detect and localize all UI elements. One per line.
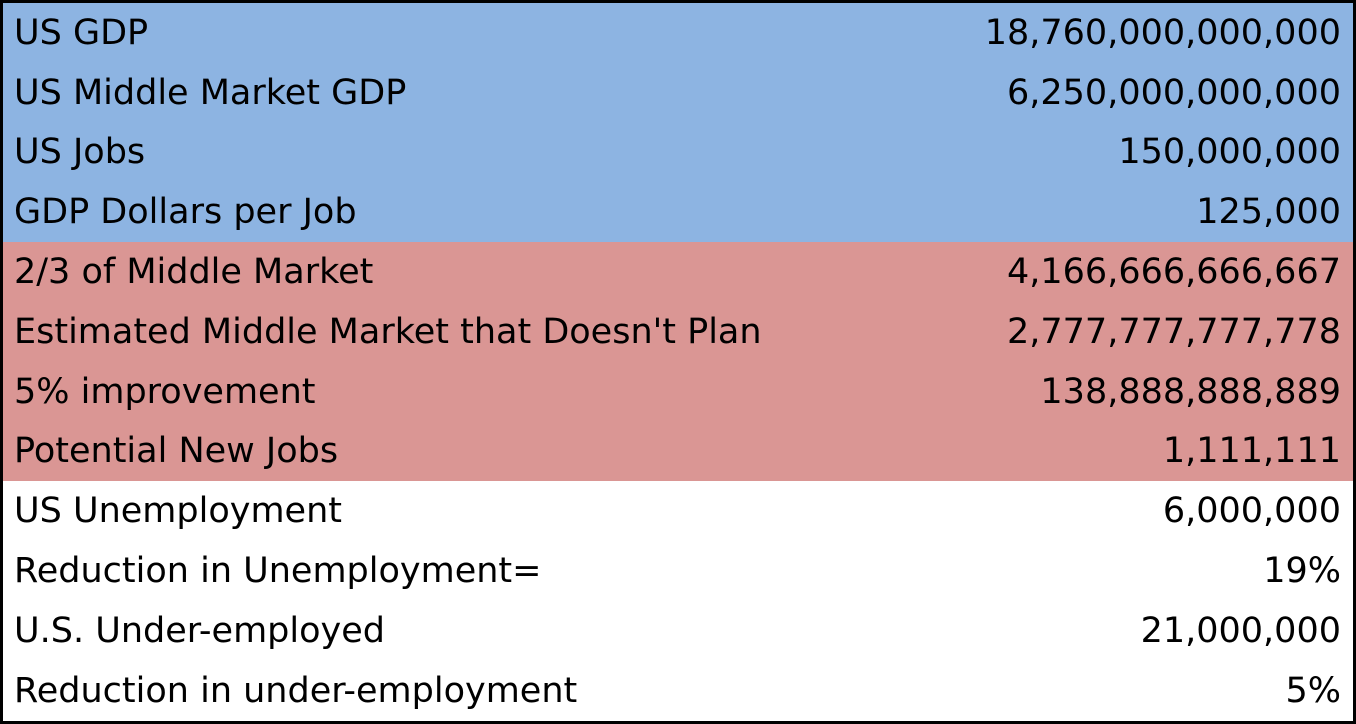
row-label: Reduction in Unemployment= [14,551,542,592]
row-label: US Middle Market GDP [14,72,407,113]
row-label: U.S. Under-employed [14,610,385,651]
row-value: 138,888,888,889 [1040,371,1341,412]
table-section: US GDP 18,760,000,000,000 US Middle Market… [3,3,1353,243]
row-value: 125,000 [1196,192,1341,233]
row-value: 18,760,000,000,000 [984,12,1341,53]
row-label: Reduction in under-employment [14,670,578,711]
table-row: US GDP 18,760,000,000,000 [3,3,1353,63]
row-label: GDP Dollars per Job [14,192,357,233]
row-label: 5% improvement [14,371,316,412]
table-row: US Unemployment 6,000,000 [3,481,1353,541]
table-section: 2/3 of Middle Market 4,166,666,666,667 Est… [3,242,1353,482]
row-label: US Jobs [14,132,146,173]
table-section: US Unemployment 6,000,000 Reduction in Une… [3,481,1353,721]
row-label: 2/3 of Middle Market [14,252,374,293]
table-row: U.S. Under-employed 21,000,000 [3,601,1353,661]
row-value: 1,111,111 [1162,431,1341,472]
row-value: 4,166,666,666,667 [1007,252,1341,293]
table-row: US Jobs 150,000,000 [3,123,1353,183]
table-row: Reduction in Unemployment= 19% [3,541,1353,601]
table-row: 5% improvement 138,888,888,889 [3,362,1353,422]
row-value: 6,250,000,000,000 [1007,72,1341,113]
row-value: 2,777,777,777,778 [1007,311,1341,352]
row-label: Potential New Jobs [14,431,339,472]
table-row: Reduction in under-employment 5% [3,661,1353,721]
row-label: US GDP [14,12,149,53]
table-row: Potential New Jobs 1,111,111 [3,422,1353,482]
row-value: 19% [1263,551,1341,592]
row-value: 6,000,000 [1162,491,1341,532]
table-row: Estimated Middle Market that Doesn't Pla… [3,302,1353,362]
row-label: US Unemployment [14,491,342,532]
row-value: 21,000,000 [1140,610,1341,651]
row-label: Estimated Middle Market that Doesn't Pla… [14,311,762,352]
table-row: 2/3 of Middle Market 4,166,666,666,667 [3,242,1353,302]
row-value: 5% [1285,670,1341,711]
table-row: US Middle Market GDP 6,250,000,000,000 [3,63,1353,123]
row-value: 150,000,000 [1118,132,1341,173]
table-row: GDP Dollars per Job 125,000 [3,182,1353,242]
